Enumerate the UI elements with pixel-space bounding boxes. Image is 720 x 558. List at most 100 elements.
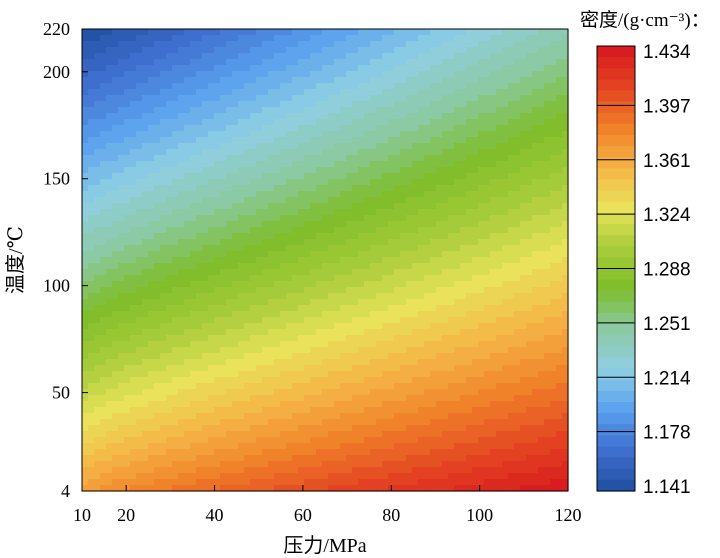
contour-cell [520,131,527,138]
contour-cell [310,281,317,288]
contour-cell [376,395,383,402]
contour-cell [166,233,173,240]
contour-cell [412,347,419,354]
contour-cell [262,113,269,120]
contour-cell [538,359,545,366]
contour-cell [436,293,443,300]
contour-cell [244,383,251,390]
contour-cell [280,53,287,60]
contour-cell [346,191,353,198]
contour-cell [226,215,233,222]
contour-cell [544,215,551,222]
contour-cell [418,59,425,66]
contour-cell [166,47,173,54]
contour-cell [100,125,107,132]
contour-cell [394,95,401,102]
contour-cell [358,173,365,180]
contour-cell [550,335,557,342]
contour-cell [478,389,485,396]
contour-cell [154,107,161,114]
contour-cell [382,383,389,390]
contour-cell [418,365,425,372]
contour-cell [520,41,527,48]
contour-cell [436,161,443,168]
contour-cell [508,215,515,222]
contour-cell [472,203,479,210]
contour-cell [496,305,503,312]
contour-cell [250,221,257,228]
contour-cell [304,209,311,216]
contour-cell [112,83,119,90]
contour-cell [340,65,347,72]
contour-cell [154,41,161,48]
contour-cell [88,113,95,120]
contour-cell [472,389,479,396]
contour-cell [346,167,353,174]
contour-cell [352,377,359,384]
contour-cell [316,83,323,90]
contour-cell [214,347,221,354]
contour-cell [562,59,569,66]
contour-cell [502,317,509,324]
contour-cell [202,257,209,264]
contour-cell [130,77,137,84]
contour-cell [346,281,353,288]
contour-cell [280,347,287,354]
contour-cell [112,119,119,126]
contour-cell [178,113,185,120]
contour-cell [400,305,407,312]
contour-cell [304,47,311,54]
contour-cell [316,251,323,258]
contour-cell [334,41,341,48]
contour-cell [412,89,419,96]
contour-cell [460,329,467,336]
contour-cell [562,197,569,204]
contour-cell [118,89,125,96]
contour-cell [412,353,419,360]
contour-cell [502,293,509,300]
contour-cell [514,83,521,90]
contour-cell [286,245,293,252]
contour-cell [112,53,119,60]
contour-cell [262,233,269,240]
contour-cell [496,323,503,330]
contour-cell [220,257,227,264]
contour-cell [406,125,413,132]
contour-cell [550,119,557,126]
contour-cell [430,263,437,270]
contour-cell [532,71,539,78]
contour-cell [412,305,419,312]
contour-cell [262,353,269,360]
contour-cell [250,347,257,354]
contour-cell [412,119,419,126]
contour-cell [226,323,233,330]
contour-cell [370,197,377,204]
contour-cell [466,197,473,204]
contour-cell [100,203,107,210]
contour-cell [316,125,323,132]
contour-cell [328,77,335,84]
contour-cell [376,329,383,336]
contour-cell [292,59,299,66]
contour-cell [154,395,161,402]
contour-cell [154,299,161,306]
contour-cell [334,341,341,348]
contour-cell [520,95,527,102]
contour-cell [106,293,113,300]
contour-cell [280,335,287,342]
contour-cell [112,311,119,318]
contour-cell [526,281,533,288]
contour-cell [286,95,293,102]
contour-cell [376,239,383,246]
contour-cell [322,395,329,402]
contour-cell [514,41,521,48]
contour-cell [256,53,263,60]
contour-cell [250,215,257,222]
contour-cell [490,203,497,210]
contour-cell [496,41,503,48]
contour-cell [460,209,467,216]
contour-cell [136,203,143,210]
contour-cell [472,329,479,336]
contour-cell [520,209,527,216]
contour-cell [88,269,95,276]
